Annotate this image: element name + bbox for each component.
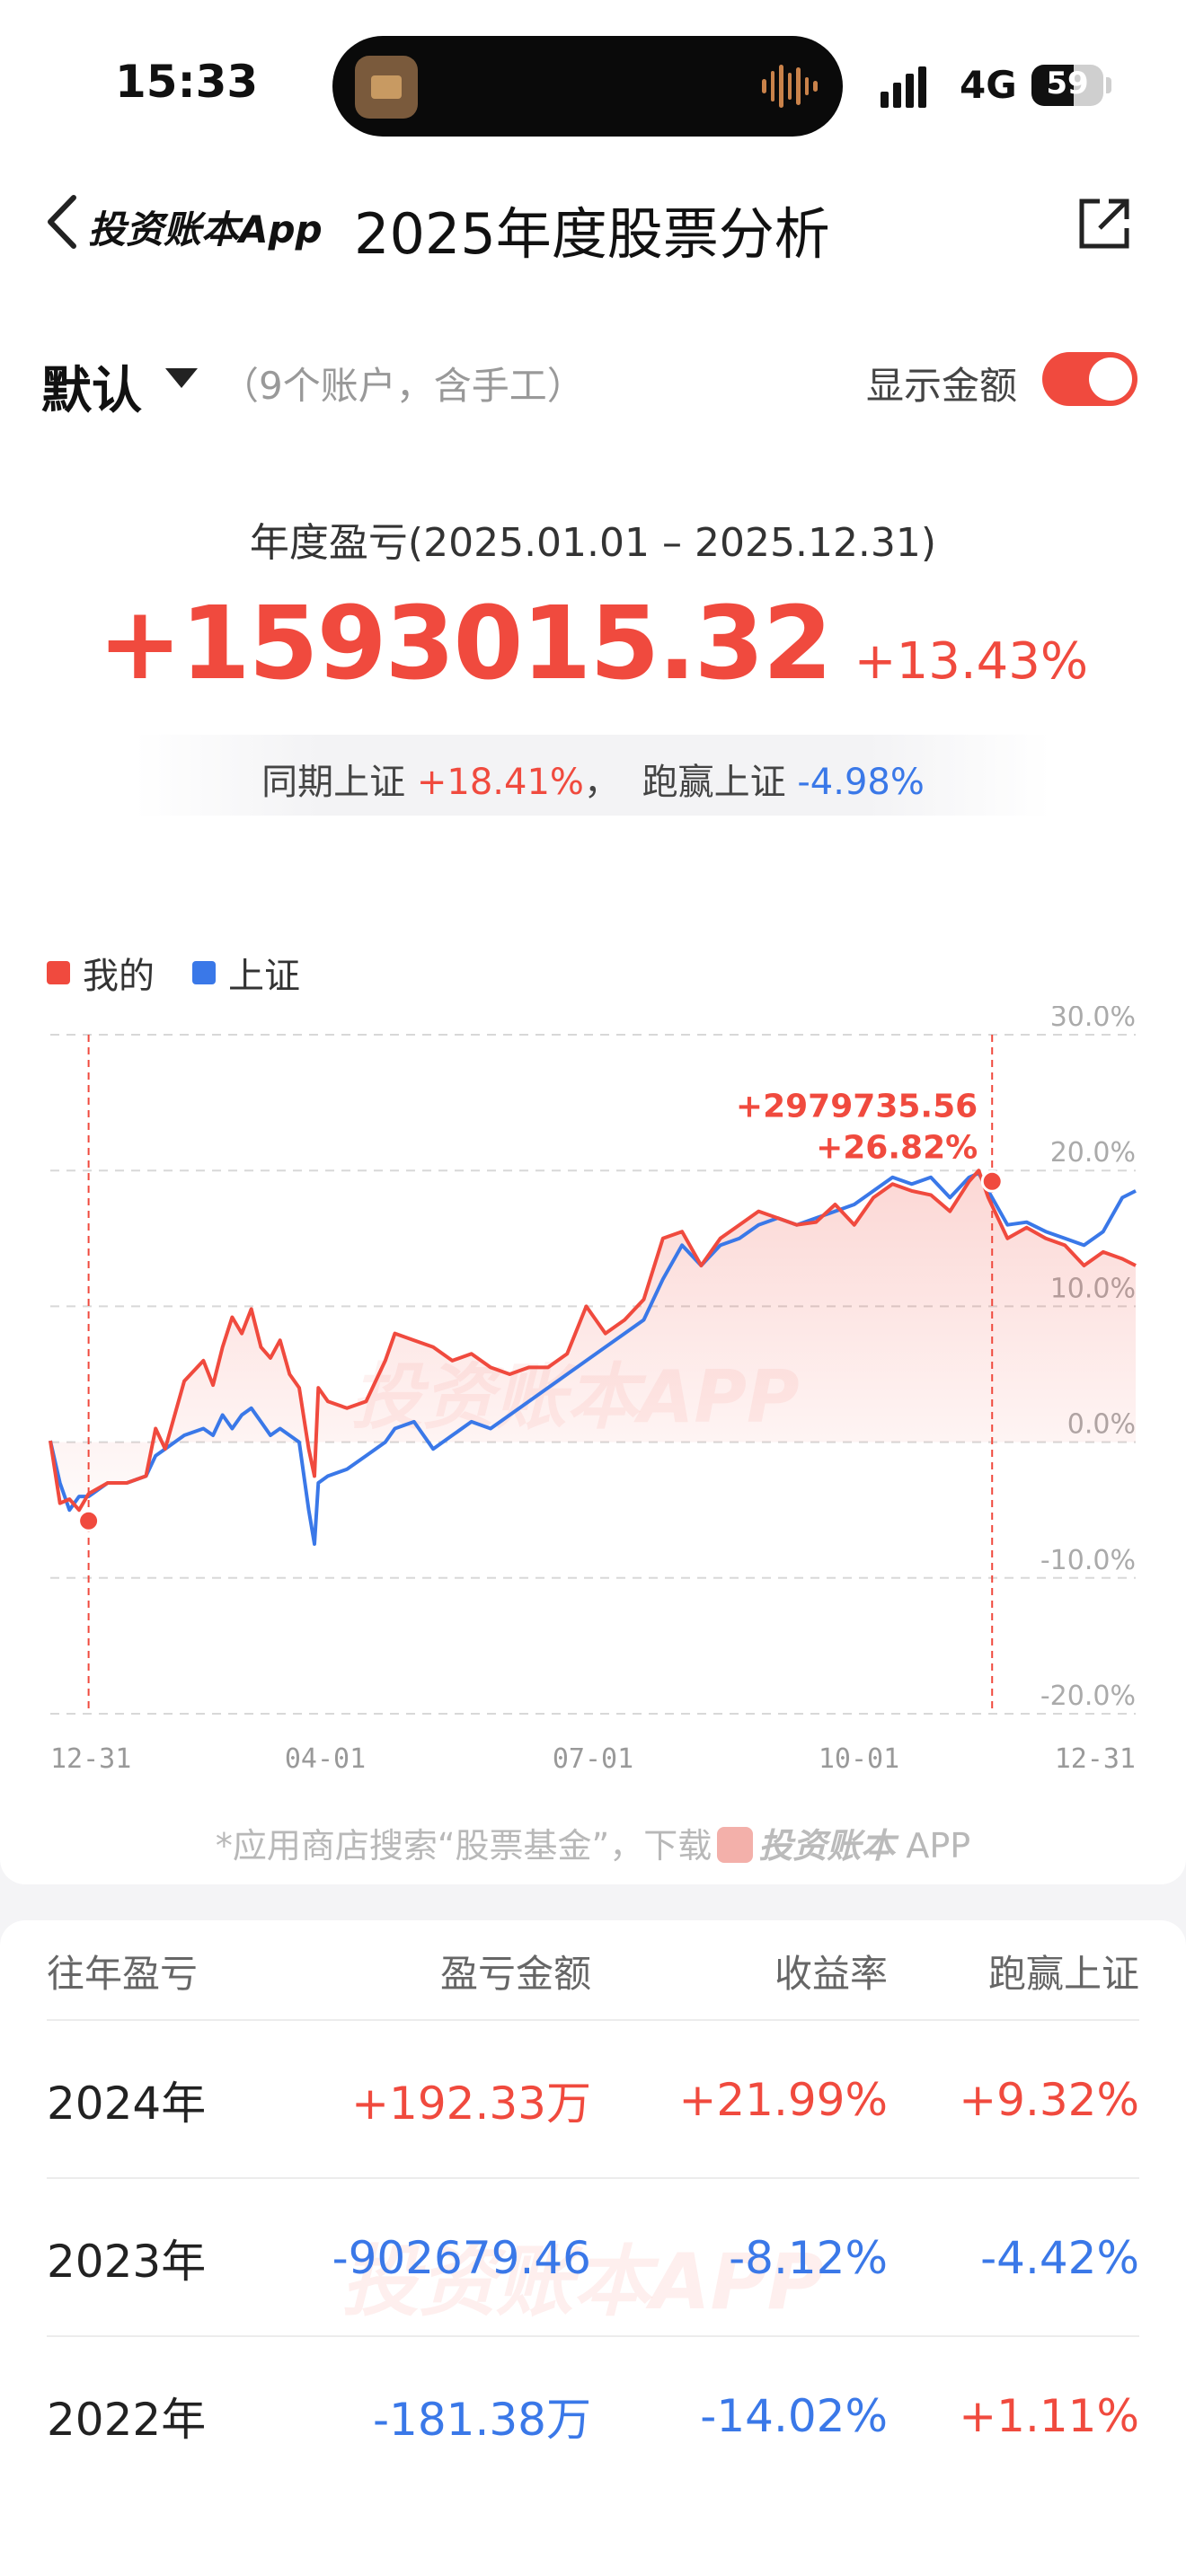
app-activity-icon[interactable] [355, 56, 418, 119]
back-chevron-icon[interactable] [40, 190, 84, 253]
analysis-card [0, 0, 1186, 1884]
account-selector[interactable]: 默认 [41, 362, 142, 420]
summary-title: 年度盈亏(2025.01.01 – 2025.12.31) [249, 520, 937, 566]
compare-background [135, 735, 1051, 816]
x-tick-label: 07-01 [553, 1743, 633, 1775]
x-tick-label: 10-01 [819, 1743, 899, 1775]
battery-icon: 59 [1031, 65, 1103, 106]
page-title: 2025年度股票分析 [354, 201, 830, 267]
dropdown-caret-icon[interactable] [165, 368, 198, 388]
row-beat: +1.11% [959, 2390, 1139, 2442]
table-row[interactable]: 2022年 -181.38万 -14.02% +1.11% [47, 2335, 1139, 2495]
table-row[interactable]: 2024年 +192.33万 +21.99% +9.32% [47, 2019, 1139, 2179]
legend-item-index: 上证 [192, 947, 300, 999]
table-row[interactable]: 2023年 -902679.46 -8.12% -4.42% [47, 2177, 1139, 2337]
row-year: 2023年 [47, 2236, 207, 2288]
legend-swatch-index [192, 961, 216, 984]
annual-profit-percent: +13.43% [854, 632, 1089, 691]
cellular-signal-icon [881, 66, 926, 108]
history-card [0, 1920, 1186, 2576]
row-year: 2022年 [47, 2394, 207, 2446]
annotation-amount: +2979735.56 [736, 1088, 978, 1125]
annual-profit-amount: +1593015.32 [97, 586, 833, 702]
y-tick-label: -10.0% [1040, 1545, 1136, 1576]
footnote-prefix: *应用商店搜索“股票基金”，下载 [215, 1826, 712, 1866]
row-beat: +9.32% [959, 2074, 1139, 2126]
legend-label-index: 上证 [228, 956, 300, 997]
y-tick-label: -20.0% [1040, 1681, 1136, 1712]
series-area-mine [50, 1170, 1136, 1511]
show-amount-label: 显示金额 [866, 364, 1018, 408]
footnote-brand: 投资账本 [758, 1826, 896, 1866]
y-tick-label: 30.0% [1050, 1006, 1136, 1033]
row-amount: -902679.46 [332, 2232, 591, 2284]
row-beat: -4.42% [980, 2232, 1139, 2284]
compare-value-beat: -4.98% [797, 762, 925, 803]
account-subtitle: （9个账户，含手工） [221, 364, 585, 408]
col-header-rate: 收益率 [774, 1952, 888, 1996]
performance-chart[interactable]: 30.0%20.0%10.0%0.0%-10.0%-20.0%投资账本APP+2… [0, 1006, 1186, 1814]
marker-dot [980, 1169, 1004, 1193]
compare-line: 同期上证 +18.41%， 跑赢上证 -4.98% [0, 753, 1186, 805]
brand-logo-icon [717, 1827, 754, 1863]
toggle-knob [1089, 357, 1132, 401]
legend-swatch-mine [47, 961, 70, 984]
battery-percent: 59 [1046, 66, 1089, 101]
marker-dot [77, 1509, 101, 1532]
compare-label-beat: 跑赢上证 [642, 762, 786, 803]
network-type: 4G [960, 63, 1017, 107]
series-line-index [49, 1171, 1137, 1546]
app-brand[interactable]: 投资账本App [88, 207, 323, 251]
row-rate: -14.02% [700, 2390, 888, 2442]
table-watermark: 投资账本APP [341, 2237, 824, 2327]
show-amount-toggle[interactable] [1042, 352, 1137, 406]
battery-cap [1106, 77, 1111, 93]
legend-label-mine: 我的 [83, 956, 155, 997]
footnote-suffix: APP [906, 1826, 971, 1866]
footnote: *应用商店搜索“股票基金”，下载 投资账本 APP [0, 1818, 1186, 1867]
row-amount: -181.38万 [373, 2394, 591, 2446]
x-tick-label: 12-31 [50, 1743, 131, 1775]
status-time: 15:33 [115, 56, 259, 108]
x-tick-label: 04-01 [285, 1743, 366, 1775]
row-amount: +192.33万 [351, 2078, 591, 2130]
audio-wave-icon [762, 63, 819, 110]
x-tick-label: 12-31 [1055, 1743, 1136, 1775]
col-header-year: 往年盈亏 [47, 1952, 199, 1996]
chart-legend: 我的 上证 [47, 947, 338, 999]
legend-item-mine: 我的 [47, 947, 155, 999]
col-header-beat: 跑赢上证 [987, 1952, 1139, 1996]
compare-value-index: +18.41% [416, 762, 584, 803]
compare-label-index: 同期上证 [261, 762, 406, 803]
share-icon[interactable] [1073, 192, 1136, 255]
col-header-amount: 盈亏金额 [439, 1952, 591, 1996]
battery-level [1031, 65, 1075, 106]
row-year: 2024年 [47, 2078, 207, 2130]
annotation-percent: +26.82% [816, 1129, 978, 1166]
series-line-mine [49, 1169, 1137, 1513]
y-tick-label: 20.0% [1050, 1137, 1136, 1169]
summary-values: +1593015.32 +13.43% [0, 586, 1186, 702]
compare-separator: ， [583, 762, 620, 803]
history-table-header: 往年盈亏 盈亏金额 收益率 跑赢上证 [47, 1944, 1139, 2019]
row-rate: +21.99% [678, 2074, 888, 2126]
row-rate: -8.12% [729, 2232, 888, 2284]
